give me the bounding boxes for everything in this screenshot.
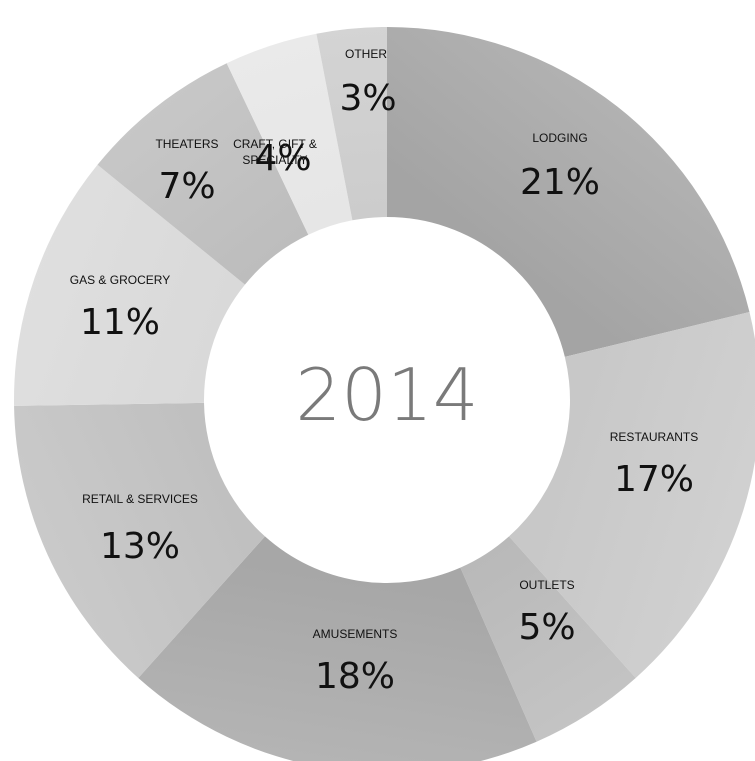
percent-label-restaurants: 17% (614, 459, 694, 500)
category-label-other: OTHER (345, 47, 387, 61)
slice-restaurants (509, 312, 755, 678)
category-label-restaurants: RESTAURANTS (610, 430, 698, 444)
slice-theaters (97, 63, 309, 285)
category-label-gas-grocery: GAS & GROCERY (70, 273, 170, 287)
labels-group: LODGING 21% RESTAURANTS 17% OUTLETS 5% AMUSEME… (70, 47, 698, 697)
category-label-retail-services: RETAIL & SERVICES (82, 492, 198, 506)
category-label-outlets: OUTLETS (519, 578, 574, 592)
percent-label-amusements: 18% (315, 656, 395, 697)
category-label-amusements: AMUSEMENTS (313, 627, 398, 641)
percent-label-retail-services: 13% (100, 526, 180, 567)
slice-gas-grocery (13, 164, 245, 406)
percent-label-gas-grocery: 11% (80, 302, 160, 343)
slice-craft-gift-specialty (226, 33, 353, 235)
slice-lodging (387, 27, 750, 357)
category-label-lodging: LODGING (532, 131, 587, 145)
percent-label-theaters: 7% (158, 166, 215, 207)
slice-amusements (138, 536, 537, 761)
percent-label-lodging: 21% (520, 162, 600, 203)
category-label-craft-gift-specialty: CRAFT, GIFT & SPECIALTY (233, 137, 317, 167)
percent-label-craft-gift-specialty: 4% (254, 138, 311, 179)
slice-other (316, 27, 387, 221)
category-label-theaters: THEATERS (155, 137, 218, 151)
slice-outlets (460, 536, 636, 742)
percent-label-outlets: 5% (518, 607, 575, 648)
center-year-label: 2014 (295, 353, 478, 437)
slices-group (13, 27, 755, 761)
percent-label-other: 3% (339, 78, 396, 119)
slice-retail-services (14, 402, 265, 678)
